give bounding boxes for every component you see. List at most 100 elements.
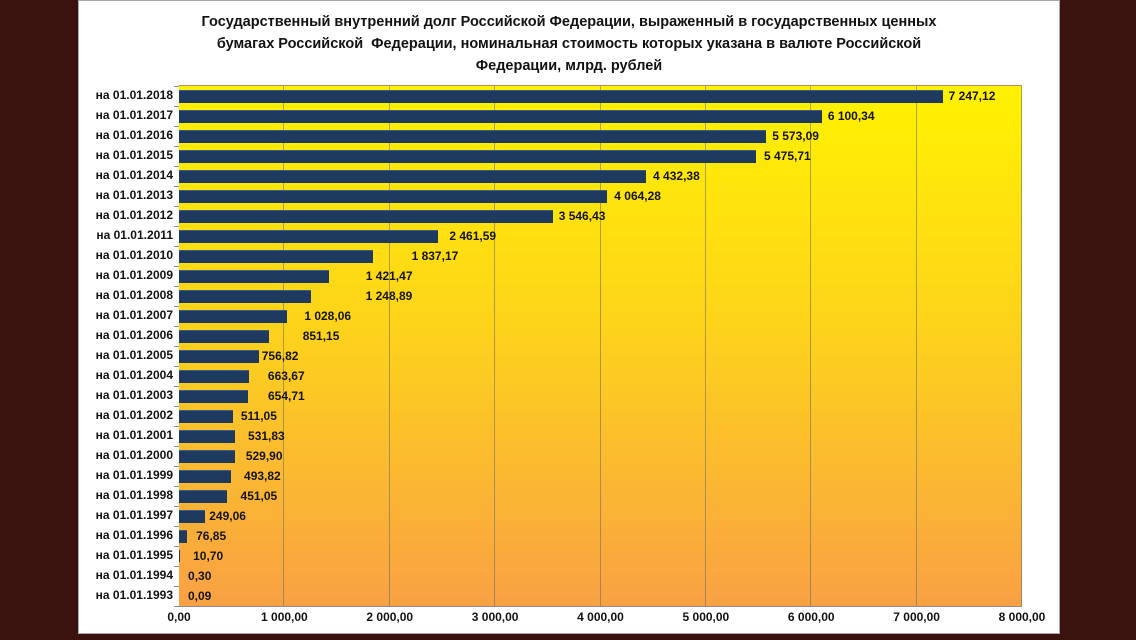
x-axis-tick-label: 7 000,00 [893, 610, 940, 624]
bar-value-label: 851,15 [302, 329, 340, 343]
category-label: на 01.01.2002 [95, 408, 173, 422]
y-axis-tick [174, 586, 179, 587]
bar [179, 150, 756, 163]
category-label: на 01.01.2006 [95, 328, 173, 342]
category-label: на 01.01.2000 [95, 448, 173, 462]
bar [179, 450, 235, 463]
category-label: на 01.01.2001 [95, 428, 173, 442]
bar-row: 76,85 [179, 526, 1022, 546]
chart-title-line: бумагах Российской Федерации, номинальна… [216, 36, 922, 52]
category-label: на 01.01.1996 [95, 528, 173, 542]
y-axis-tick [174, 506, 179, 507]
bar [179, 550, 181, 562]
bar-value-label: 529,90 [245, 449, 283, 463]
bar-row: 1 421,47 [179, 266, 1022, 286]
gridline [388, 86, 390, 606]
bar-value-label: 7 247,12 [948, 89, 996, 103]
bar-row: 1 837,17 [179, 246, 1022, 266]
bar [179, 490, 227, 503]
bar-value-label: 654,71 [267, 389, 305, 403]
category-label: на 01.01.2015 [95, 148, 173, 162]
bar [179, 510, 206, 523]
gridline [704, 86, 706, 606]
y-axis-tick [174, 446, 179, 447]
bar [179, 330, 269, 343]
y-axis-tick [174, 186, 179, 187]
gridline [283, 86, 285, 606]
bar [179, 370, 249, 383]
bar-row: 249,06 [179, 506, 1022, 526]
bar-value-label: 3 546,43 [558, 209, 606, 223]
y-axis-tick [174, 306, 179, 307]
y-axis-tick [174, 346, 179, 347]
x-axis-tick-label: 8 000,00 [998, 610, 1046, 624]
bar-row: 5 475,71 [179, 146, 1022, 166]
bar-row: 6 100,34 [179, 106, 1022, 126]
bar [179, 530, 188, 543]
bar-value-label: 5 573,09 [772, 129, 819, 143]
category-label: на 01.01.1995 [95, 548, 173, 562]
bar-value-label: 1 028,06 [304, 309, 352, 323]
bar-value-label: 0,09 [188, 589, 212, 603]
y-axis-tick [174, 206, 179, 207]
bar-row: 2 461,59 [179, 226, 1022, 246]
y-axis-tick [174, 326, 179, 327]
bar [179, 430, 236, 443]
bar-value-label: 0,30 [188, 569, 212, 583]
y-axis-tick [174, 86, 179, 87]
category-label: на 01.01.2009 [95, 268, 173, 282]
bar-value-label: 76,85 [196, 529, 227, 543]
bar [179, 90, 943, 103]
y-axis-tick [174, 166, 179, 167]
y-axis-tick [174, 366, 179, 367]
y-axis-tick [174, 286, 179, 287]
category-label: на 01.01.1998 [95, 488, 173, 502]
bar-row: 0,09 [179, 586, 1022, 606]
y-axis-tick [174, 406, 179, 407]
category-label: на 01.01.2003 [95, 388, 173, 402]
bar-row: 451,05 [179, 486, 1022, 506]
bar-row: 10,70 [179, 546, 1022, 566]
category-label: на 01.01.2008 [95, 288, 173, 302]
category-label: на 01.01.2005 [95, 348, 173, 362]
y-axis-tick [174, 566, 179, 567]
bar-value-label: 493,82 [244, 469, 281, 483]
bar-row: 0,30 [179, 566, 1022, 586]
chart-title-line: Государственный внутренний долг Российск… [201, 14, 937, 30]
bar-row: 7 247,12 [179, 86, 1022, 106]
bar [179, 210, 553, 223]
y-axis-tick [174, 146, 179, 147]
x-axis-tick-label: 4 000,00 [577, 610, 624, 624]
gridline [494, 86, 496, 606]
bar-value-label: 1 421,47 [365, 269, 413, 283]
bar [179, 390, 248, 403]
bar-row: 4 432,38 [179, 166, 1022, 186]
category-label: на 01.01.2011 [96, 228, 173, 242]
category-label: на 01.01.1997 [95, 508, 173, 522]
bar-value-label: 663,67 [267, 369, 305, 383]
bar [179, 130, 767, 143]
category-label: на 01.01.2018 [95, 88, 173, 102]
bar [179, 410, 233, 423]
bar-row: 1 248,89 [179, 286, 1022, 306]
category-label: на 01.01.1993 [95, 588, 173, 602]
category-label: на 01.01.1994 [95, 568, 173, 582]
x-axis-tick-label: 2 000,00 [366, 610, 414, 624]
x-axis-tick-label: 5 000,00 [682, 610, 730, 624]
y-axis-tick [174, 386, 179, 387]
category-label: на 01.01.2017 [95, 108, 173, 122]
y-axis-tick [174, 486, 179, 487]
bar-value-label: 249,06 [209, 509, 246, 523]
category-label: на 01.01.2013 [95, 188, 173, 202]
plot-area: 7 247,12 6 100,34 5 573,09 5 475,71 4 432,38… [174, 85, 1022, 607]
bar-value-label: 2 461,59 [449, 229, 497, 243]
bar [179, 190, 608, 203]
category-label: на 01.01.2016 [95, 128, 173, 142]
bar-row: 529,90 [179, 446, 1022, 466]
y-axis-tick [174, 246, 179, 247]
gridline [915, 86, 917, 606]
x-axis-tick-label: 3 000,00 [471, 610, 519, 624]
gridline [1021, 86, 1022, 606]
y-axis-tick [174, 546, 179, 547]
category-label: на 01.01.2004 [95, 368, 173, 382]
